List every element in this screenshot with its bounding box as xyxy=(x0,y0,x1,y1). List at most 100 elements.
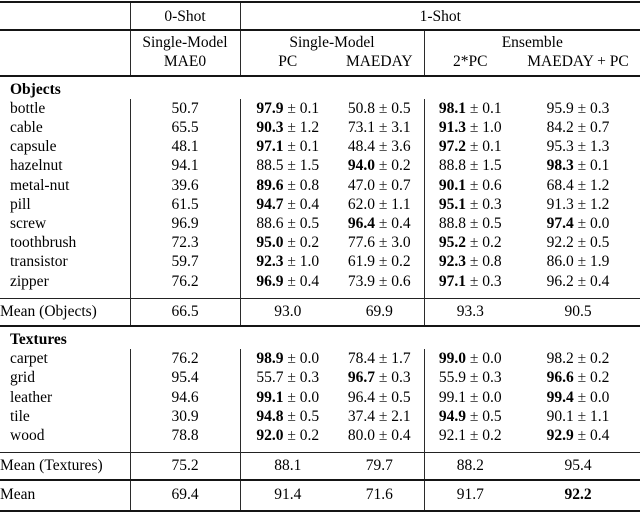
plus-minus: ± xyxy=(374,407,392,425)
plus-minus: ± xyxy=(573,99,591,117)
score-cell: 50.8 ± 0.5 xyxy=(335,98,425,119)
score-error: 1.2 xyxy=(590,195,610,213)
score-value: 95.3 xyxy=(546,138,574,156)
score-error: 0.0 xyxy=(482,388,502,406)
mae0-cell: 48.1 xyxy=(130,137,241,157)
plus-minus: ± xyxy=(283,157,300,175)
category-label: carpet xyxy=(0,349,131,369)
score-value: 97.4 xyxy=(546,215,574,233)
score-cell: 90.1 ± 1.1 xyxy=(516,407,640,426)
mean-value-cell: 93.3 xyxy=(424,297,516,328)
score-value: 94.8 xyxy=(256,407,284,425)
mean-row: Mean 69.4 91.4 71.6 91.7 92.2 xyxy=(0,479,640,512)
score-cell: 99.0 ± 0.0 xyxy=(424,349,516,368)
plus-minus: ± xyxy=(573,119,591,137)
score-error: 1.9 xyxy=(590,253,610,271)
score-value: 90.1 xyxy=(546,407,574,425)
score-cell: 97.9 ± 0.1 xyxy=(240,99,335,118)
score-value: 97.2 xyxy=(438,138,466,156)
section-title: Textures xyxy=(10,331,67,349)
score-cell: 92.9 ± 0.4 xyxy=(516,426,640,453)
score-error: 0.4 xyxy=(391,215,411,233)
mean-value-cell: 69.4 xyxy=(130,479,241,512)
plus-minus: ± xyxy=(283,99,300,117)
mae0-cell: 61.5 xyxy=(130,194,241,215)
mean-row-label: Mean (Textures) xyxy=(0,452,131,482)
score-cell: 92.2 ± 0.5 xyxy=(516,233,640,252)
plus-minus: ± xyxy=(374,350,392,368)
score-cell: 97.1 ± 0.1 xyxy=(240,137,335,156)
score-cell: 97.1 ± 0.3 xyxy=(424,272,516,299)
score-cell: 95.2 ± 0.2 xyxy=(424,233,516,252)
plus-minus: ± xyxy=(283,195,300,213)
score-cell: 89.6 ± 0.8 xyxy=(240,176,335,195)
score-error: 0.0 xyxy=(299,388,320,406)
score-error: 0.8 xyxy=(482,253,502,271)
mean-value: 75.2 xyxy=(171,457,199,475)
section-title-row: Objects xyxy=(0,76,640,99)
score-error: 0.7 xyxy=(590,119,610,137)
header-group-single-model-1shot: Single-Model xyxy=(240,30,425,53)
score-cell: 90.1 ± 0.6 xyxy=(424,176,516,195)
score-value: 98.3 xyxy=(546,157,574,175)
score-value: 97.1 xyxy=(256,138,284,156)
score-error: 3.0 xyxy=(391,234,411,252)
score-cell: 97.2 ± 0.1 xyxy=(424,137,516,156)
score-cell: 92.1 ± 0.2 xyxy=(424,426,516,453)
score-cell: 95.1 ± 0.3 xyxy=(424,195,516,214)
score-error: 1.1 xyxy=(391,195,411,213)
header-col-pc: PC xyxy=(240,52,335,77)
plus-minus: ± xyxy=(374,427,392,445)
table-row: pill 61.5 94.7 ± 0.4 62.0 ± 1.1 95.1 ± 0.3 91… xyxy=(0,194,640,215)
mean-value-cell: 69.9 xyxy=(335,297,425,328)
plus-minus: ± xyxy=(374,99,392,117)
score-cell: 55.7 ± 0.3 xyxy=(240,368,335,387)
score-error: 0.2 xyxy=(391,253,411,271)
score-value: 99.4 xyxy=(546,388,574,406)
score-error: 1.7 xyxy=(391,350,411,368)
mae0-cell: 94.1 xyxy=(130,156,241,176)
score-value: 61.9 xyxy=(347,253,375,271)
score-value: 89.6 xyxy=(256,176,284,194)
plus-minus: ± xyxy=(465,119,483,137)
score-cell: 94.8 ± 0.5 xyxy=(240,407,335,426)
score-error: 0.5 xyxy=(299,215,320,233)
score-error: 1.5 xyxy=(482,157,502,175)
score-value: 98.2 xyxy=(546,350,574,368)
plus-minus: ± xyxy=(374,272,392,290)
header-col-mae0: MAE0 xyxy=(130,52,241,77)
score-value: 95.1 xyxy=(438,195,466,213)
table-row: tile 30.9 94.8 ± 0.5 37.4 ± 2.1 94.9 ± 0.5 90… xyxy=(0,406,640,427)
mae0-cell: 72.3 xyxy=(130,233,241,253)
score-error: 1.3 xyxy=(590,138,610,156)
score-cell: 37.4 ± 2.1 xyxy=(335,406,425,427)
mean-value-cell: 71.6 xyxy=(335,479,425,512)
score-error: 0.0 xyxy=(482,350,502,368)
score-cell: 96.4 ± 0.4 xyxy=(335,214,425,234)
mean-value-cell: 92.2 xyxy=(516,479,640,512)
score-value: 94.9 xyxy=(438,407,466,425)
header-empty-cell xyxy=(0,52,131,77)
score-value: 96.4 xyxy=(347,215,375,233)
score-value: 99.1 xyxy=(256,388,284,406)
score-error: 0.1 xyxy=(590,157,610,175)
score-error: 0.6 xyxy=(391,272,411,290)
score-cell: 88.8 ± 1.5 xyxy=(424,156,516,175)
score-value: 88.8 xyxy=(438,215,466,233)
score-value: 55.7 xyxy=(256,369,284,387)
mae0-cell: 76.2 xyxy=(130,271,241,299)
score-error: 1.1 xyxy=(590,407,610,425)
table-row: toothbrush 72.3 95.0 ± 0.2 77.6 ± 3.0 95.2 ±… xyxy=(0,233,640,253)
plus-minus: ± xyxy=(283,215,300,233)
plus-minus: ± xyxy=(283,119,300,137)
plus-minus: ± xyxy=(465,99,483,117)
mean-value-cell: 66.5 xyxy=(130,297,241,328)
score-error: 0.3 xyxy=(299,369,320,387)
category-label: grid xyxy=(0,368,131,388)
plus-minus: ± xyxy=(374,388,392,406)
score-value: 91.3 xyxy=(546,195,574,213)
section-title: Objects xyxy=(10,80,61,98)
score-value: 96.9 xyxy=(256,272,284,290)
score-cell: 96.4 ± 0.5 xyxy=(335,387,425,407)
